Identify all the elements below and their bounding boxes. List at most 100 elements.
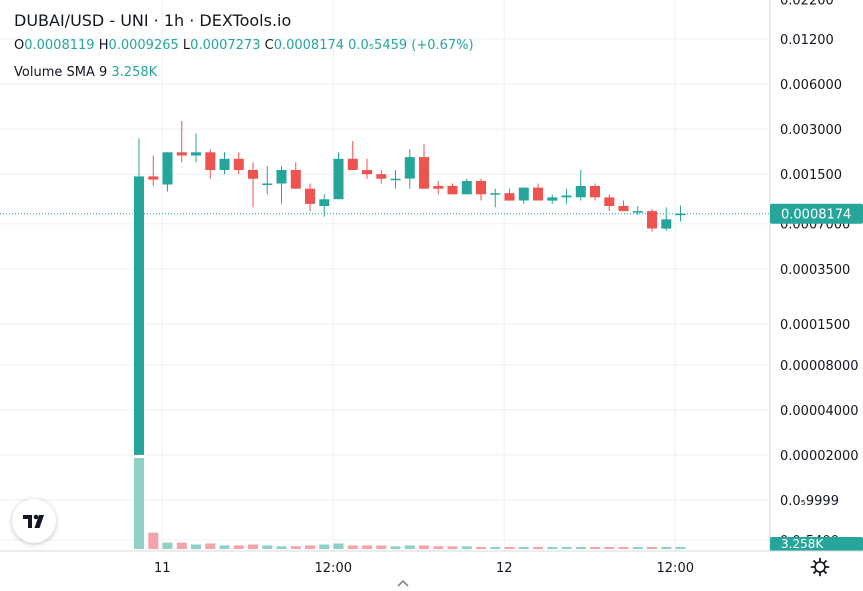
close-value: 0.0008174 (273, 38, 345, 53)
candle (447, 183, 458, 195)
volume-bar (604, 547, 615, 549)
candle (404, 149, 415, 189)
volume-bar (162, 542, 173, 549)
price-axis[interactable]: 0.02200 0.01200 0.006000 0.003000 0.001500 0.… (769, 0, 863, 551)
candle (176, 121, 187, 163)
candle-body (162, 152, 173, 185)
candle-body (575, 186, 586, 198)
candle-body (134, 176, 144, 455)
candle-body (618, 206, 629, 212)
candle (533, 183, 543, 201)
open-label: O (14, 38, 25, 53)
price-tick-label: 0.0₅9999 (780, 494, 839, 509)
price-tick-label: 0.00002000 (780, 449, 859, 464)
candle-body (347, 158, 358, 170)
time-tick-label: 12 (496, 561, 513, 576)
chart-grid (0, 0, 770, 551)
volume-bar (262, 545, 273, 549)
candle-body (205, 152, 216, 170)
candle (376, 170, 387, 184)
candle-body (176, 152, 187, 156)
volume-bar (319, 544, 330, 549)
volume-bar (362, 545, 372, 549)
candle-body (561, 195, 572, 198)
volume-value: 3.258K (111, 65, 158, 80)
volume-bar (632, 547, 643, 549)
candle (419, 143, 429, 189)
price-tick-label: 0.00008000 (780, 359, 859, 374)
settings-gear-icon[interactable] (810, 557, 830, 577)
candle (661, 207, 672, 231)
volume-legend: Volume SMA 9 3.258K (14, 65, 157, 80)
tradingview-logo-icon[interactable] (12, 499, 56, 543)
candle-body (604, 197, 615, 206)
price-tick-label: 0.003000 (780, 123, 842, 138)
candle (504, 188, 515, 201)
candle-body (632, 211, 643, 213)
volume-bar (518, 547, 529, 549)
scroll-indicator-icon[interactable] (396, 572, 410, 587)
volume-last-label: 3.258K (781, 537, 824, 551)
volume-bar (504, 547, 515, 549)
candle (604, 194, 615, 212)
candle-body (319, 199, 330, 206)
candle-body (262, 183, 273, 185)
time-tick-label: 12:00 (657, 561, 694, 576)
candle (433, 181, 444, 195)
candle-body (248, 170, 258, 179)
candle (490, 188, 501, 208)
candle-body (433, 186, 444, 189)
volume-bar (305, 545, 315, 549)
candle-body (148, 176, 159, 180)
candle (262, 166, 273, 195)
volume-bar (148, 532, 159, 549)
volume-bar (191, 544, 201, 549)
volume-bar (490, 547, 501, 549)
volume-bar (575, 547, 586, 549)
volume-bar (433, 546, 444, 549)
candle-body (547, 197, 558, 201)
volume-bar (461, 546, 472, 549)
candle-body (533, 187, 543, 201)
candle (319, 194, 330, 217)
candle (675, 205, 686, 222)
volume-bar (590, 547, 600, 549)
volume-bar (219, 545, 230, 549)
candle (590, 183, 600, 201)
last-price-label: 0.0008174 (781, 208, 851, 223)
candle-body (305, 188, 315, 204)
candle (390, 170, 401, 189)
candle (547, 194, 558, 204)
candle-body (419, 157, 429, 189)
candle-body (376, 174, 387, 179)
time-axis[interactable]: 11 12:00 12 12:00 (0, 550, 863, 576)
candle (191, 133, 201, 163)
candle-body (461, 181, 472, 195)
volume-last-badge (770, 537, 863, 551)
candle-body (390, 178, 401, 181)
candle-body (404, 157, 415, 179)
candle (333, 152, 344, 200)
candle-body (219, 158, 230, 170)
candles (134, 121, 686, 455)
candle-body (233, 158, 244, 170)
candle-body (590, 186, 600, 198)
candle (461, 178, 472, 195)
volume-bar (347, 545, 358, 549)
candle (632, 206, 643, 216)
candle (618, 200, 629, 212)
volume-bar (675, 547, 686, 549)
candle-body (191, 152, 201, 156)
price-tick-label: 0.00004000 (780, 404, 859, 419)
open-value: 0.0008119 (24, 38, 95, 53)
candle-body (504, 193, 515, 201)
candle (647, 208, 657, 232)
volume-bar (390, 546, 401, 549)
volume-bar (176, 542, 187, 549)
low-value: 0.0007273 (190, 38, 261, 53)
low-label: L (182, 38, 191, 53)
candle-body (675, 213, 686, 216)
candle (134, 138, 144, 455)
candle-body (447, 186, 458, 195)
